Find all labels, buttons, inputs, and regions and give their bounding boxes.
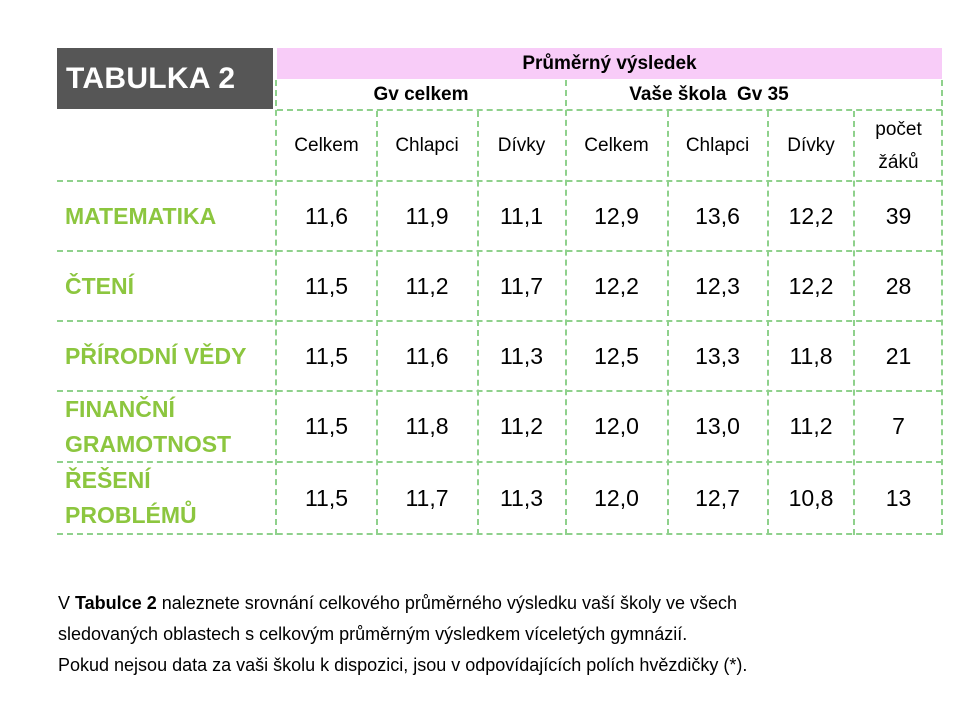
caption-table-ref: Tabulce 2 <box>75 593 157 613</box>
row-label-financni-gramotnost: FINANČNÍ GRAMOTNOST <box>65 395 232 457</box>
grid-line <box>57 461 942 463</box>
table-cell: 39 <box>885 202 912 229</box>
main-header: Průměrný výsledek <box>277 48 942 79</box>
grid-line <box>767 111 769 535</box>
group-header-gv-celkem: Gv celkem <box>373 84 469 105</box>
caption-line-3: Pokud nejsou data za vaši školu k dispoz… <box>58 655 748 675</box>
table-cell: 11,2 <box>405 272 449 299</box>
table-cell: 11,5 <box>304 484 349 511</box>
table-cell: 12,3 <box>695 272 740 299</box>
col-header-gv-celkem: Celkem <box>294 135 359 156</box>
table-cell: 12,2 <box>594 272 639 299</box>
table-title: TABULKA 2 <box>57 48 273 109</box>
col-header-pocet-zaku: počet žáků <box>875 118 922 173</box>
table-cell: 28 <box>885 272 912 299</box>
grid-line <box>57 533 942 535</box>
grid-line <box>941 80 943 535</box>
table-cell: 12,0 <box>594 484 639 511</box>
caption-line-1: V Tabulce 2 naleznete srovnání celkového… <box>58 588 938 619</box>
grid-line <box>477 111 479 535</box>
table-cell: 13 <box>885 484 912 511</box>
caption-paragraph: V Tabulce 2 naleznete srovnání celkového… <box>58 588 938 681</box>
col-header-school-chlapci: Chlapci <box>685 135 750 156</box>
table-cell: 12,5 <box>594 342 639 369</box>
table-cell: 11,5 <box>304 342 349 369</box>
table-cell: 12,9 <box>594 202 639 229</box>
table-cell: 11,3 <box>499 342 544 369</box>
grid-line <box>275 80 277 535</box>
table-cell: 12,2 <box>788 272 834 299</box>
col-header-school-divky: Dívky <box>787 135 835 156</box>
caption-text: naleznete srovnání celkového průměrného … <box>156 593 738 613</box>
table-cell: 10,8 <box>788 484 834 511</box>
table-cell: 11,2 <box>499 413 544 439</box>
table-cell: 11,9 <box>405 202 449 229</box>
table-cell: 11,8 <box>789 342 833 369</box>
grid-line <box>57 250 942 252</box>
grid-line <box>376 111 378 535</box>
table-cell: 11,5 <box>304 272 349 299</box>
caption-line-2: sledovaných oblastech s celkovým průměrn… <box>58 624 688 644</box>
col-header-gv-chlapci: Chlapci <box>395 135 459 156</box>
col-header-gv-divky: Dívky <box>497 135 546 156</box>
table-cell: 11,6 <box>405 342 449 369</box>
caption-text: V <box>58 593 76 613</box>
grid-line <box>853 111 855 535</box>
table-cell: 11,7 <box>405 484 449 511</box>
table-cell: 12,0 <box>594 413 639 439</box>
table-cell: 13,3 <box>695 342 740 369</box>
table-cell: 13,6 <box>695 202 740 229</box>
grid-line <box>57 320 942 322</box>
table-cell: 11,1 <box>499 202 544 229</box>
group-header-vase-skola: Vaše škola Gv 35 <box>629 84 789 105</box>
table-cell: 7 <box>892 413 905 439</box>
row-label-reseni-problemu: ŘEŠENÍ PROBLÉMŮ <box>65 467 197 528</box>
col-header-school-celkem: Celkem <box>584 135 649 156</box>
grid-line <box>57 390 942 392</box>
table-cell: 11,6 <box>304 202 349 229</box>
table-cell: 12,2 <box>788 202 834 229</box>
row-label-matematika: MATEMATIKA <box>65 202 217 229</box>
grid-line <box>565 80 567 535</box>
table-cell: 11,5 <box>304 413 349 439</box>
table-cell: 11,7 <box>499 272 544 299</box>
table-cell: 21 <box>885 342 912 369</box>
table-cell: 11,2 <box>789 413 833 439</box>
grid-line <box>57 180 942 182</box>
grid-line <box>667 111 669 535</box>
row-label-prirodni-vedy: PŘÍRODNÍ VĚDY <box>65 342 247 369</box>
grid-line <box>277 109 942 111</box>
table-cell: 11,8 <box>405 413 449 439</box>
table-cell: 12,7 <box>695 484 740 511</box>
table-cell: 13,0 <box>695 413 740 439</box>
table-cell: 11,3 <box>499 484 544 511</box>
row-label-cteni: ČTENÍ <box>65 272 134 299</box>
